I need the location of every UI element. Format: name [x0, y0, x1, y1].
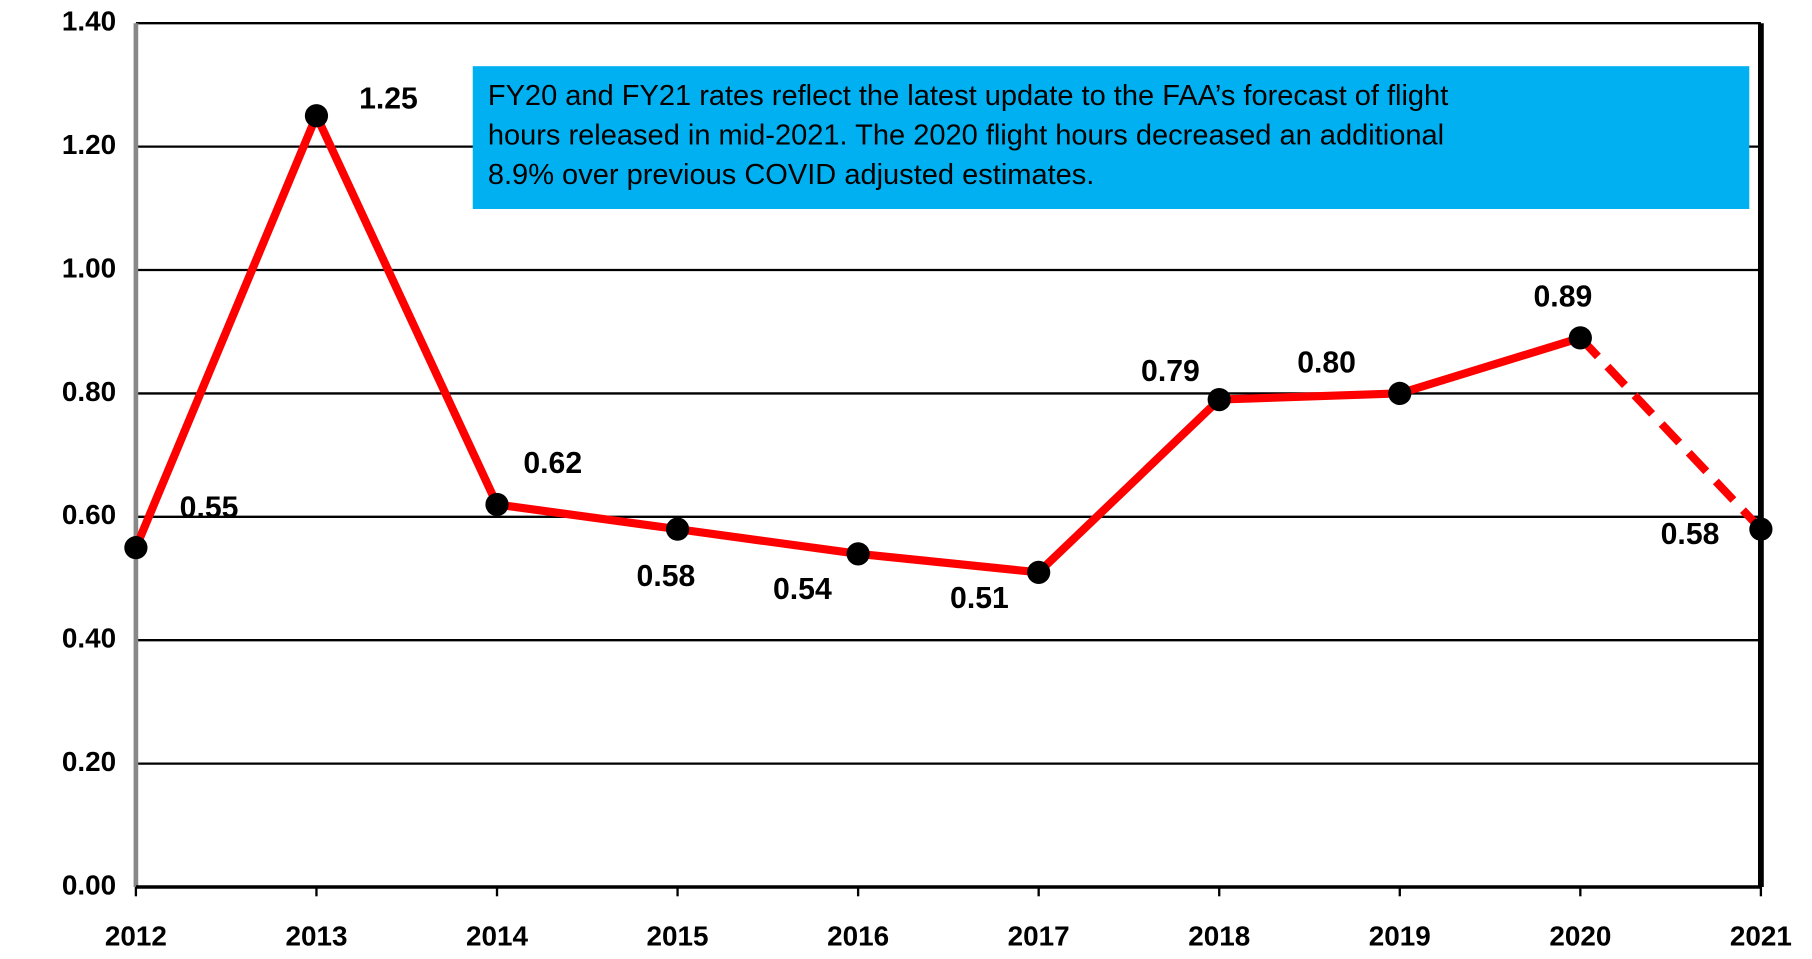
- marker: [1207, 387, 1231, 412]
- y-tick-label: 1.20: [62, 129, 116, 160]
- value-label: 0.80: [1297, 346, 1356, 379]
- marker: [1749, 517, 1773, 541]
- x-tick-label: 2012: [105, 920, 167, 951]
- marker: [1388, 381, 1412, 406]
- marker: [485, 492, 509, 517]
- value-label: 0.89: [1534, 280, 1593, 313]
- marker: [1027, 560, 1051, 584]
- x-tick-label: 2016: [827, 920, 889, 951]
- value-label: 0.51: [950, 582, 1009, 615]
- value-label: 0.55: [180, 491, 239, 524]
- annotation-text: FY20 and FY21 rates reflect the latest u…: [488, 80, 1448, 112]
- y-tick-label: 1.00: [62, 252, 116, 283]
- y-tick-label: 0.00: [62, 869, 116, 900]
- annotation-box: [472, 66, 1750, 209]
- marker: [665, 517, 690, 541]
- value-label: 0.58: [637, 560, 696, 593]
- x-tick-label: 2020: [1549, 920, 1611, 951]
- line-dashed: [1577, 335, 1764, 532]
- x-tick-label: 2018: [1188, 920, 1250, 951]
- x-tick-label: 2014: [466, 920, 528, 951]
- value-label: 0.79: [1141, 355, 1200, 388]
- x-tick-label: 2017: [1008, 920, 1070, 951]
- y-tick-label: 0.80: [62, 376, 116, 407]
- annotation-text: hours released in mid-2021. The 2020 fli…: [488, 120, 1444, 152]
- annotation-text: 8.9% over previous COVID adjusted estima…: [488, 159, 1095, 191]
- value-label: 0.62: [523, 447, 582, 480]
- x-tick-label: 2019: [1369, 920, 1431, 951]
- x-tick-label: 2013: [285, 920, 347, 951]
- marker: [1568, 326, 1592, 350]
- value-label: 0.54: [773, 573, 832, 606]
- y-tick-label: 0.20: [62, 746, 116, 777]
- x-tick-label: 2015: [647, 920, 709, 951]
- y-tick-label: 1.40: [62, 6, 116, 37]
- marker: [846, 542, 870, 566]
- y-tick-label: 0.40: [62, 623, 116, 654]
- marker: [124, 536, 148, 560]
- y-tick-label: 0.60: [62, 499, 116, 530]
- marker: [304, 104, 329, 128]
- value-label: 1.25: [359, 83, 418, 116]
- x-tick-label: 2021: [1730, 920, 1792, 951]
- value-label: 0.58: [1661, 518, 1720, 551]
